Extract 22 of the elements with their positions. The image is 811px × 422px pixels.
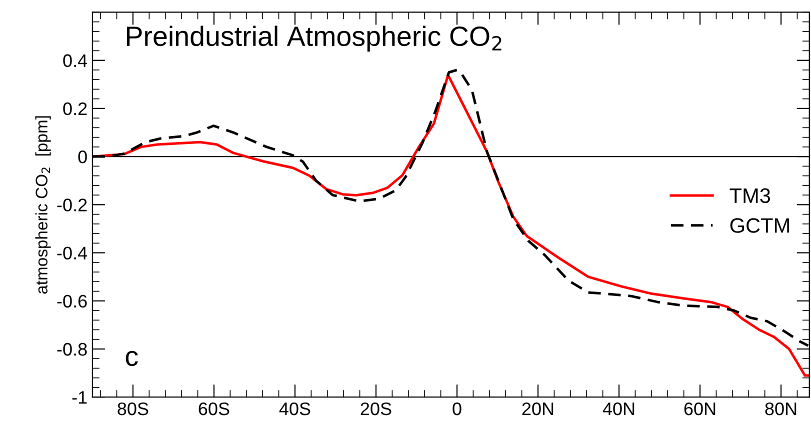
x-tick-label: 20N xyxy=(522,402,554,416)
x-tick-label: 20S xyxy=(360,402,392,416)
y-tick-label: -0.8 xyxy=(57,342,87,356)
y-axis-title: atmospheric CO$_{2}$ [ppm] xyxy=(35,116,51,294)
legend-label: TM3 xyxy=(730,188,770,204)
y-tick-label: 0 xyxy=(78,150,87,164)
chart-title: Preindustrial Atmospheric CO$_{2}$ xyxy=(126,26,502,52)
x-tick-label: 80S xyxy=(118,402,148,416)
legend-label: GCTM xyxy=(730,218,789,233)
x-tick-label: 40S xyxy=(279,402,310,416)
y-tick-label: -0.6 xyxy=(57,294,87,308)
y-tick-label: -0.4 xyxy=(57,246,88,260)
y-tick-label: 0.4 xyxy=(63,54,88,68)
y-tick-label: 0.2 xyxy=(63,102,87,116)
x-tick-label: 0 xyxy=(452,402,462,416)
y-tick-label: -0.2 xyxy=(57,198,87,212)
y-tick-label: -1 xyxy=(72,391,87,404)
x-tick-label: 80N xyxy=(765,402,796,416)
annotation: c xyxy=(126,350,138,366)
x-tick-label: 40N xyxy=(602,402,634,416)
x-tick-label: 60S xyxy=(198,402,230,416)
x-tick-label: 60N xyxy=(684,402,716,416)
